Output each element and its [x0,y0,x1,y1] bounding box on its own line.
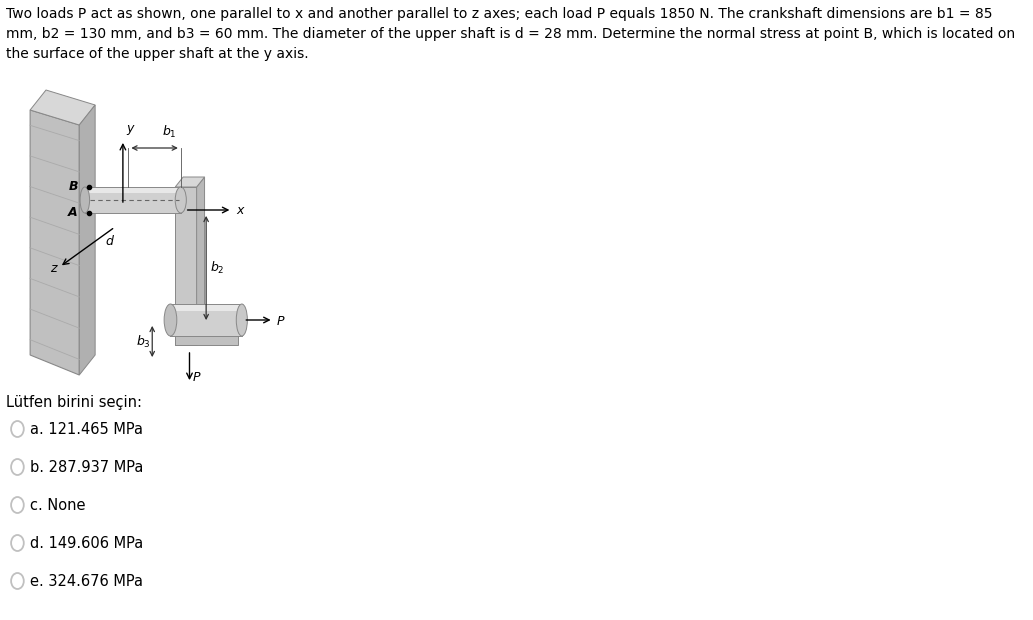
Polygon shape [196,177,205,345]
Text: z: z [50,262,57,275]
Polygon shape [176,323,238,345]
Ellipse shape [164,304,177,336]
Circle shape [11,497,24,513]
Text: b. 287.937 MPa: b. 287.937 MPa [30,459,144,474]
Text: A: A [67,206,77,219]
Text: $P$: $P$ [276,315,285,328]
Ellipse shape [237,304,247,336]
Text: $P$: $P$ [192,371,201,384]
Text: $b_3$: $b_3$ [136,334,151,350]
Text: $b_1$: $b_1$ [161,124,177,140]
Text: Lütfen birini seçin:: Lütfen birini seçin: [6,395,143,410]
Polygon shape [176,177,205,187]
Polygon shape [85,187,181,193]
Polygon shape [80,105,95,375]
Circle shape [11,535,24,551]
Text: c. None: c. None [30,497,86,513]
Text: $b_2$: $b_2$ [210,260,224,276]
Circle shape [11,573,24,589]
Circle shape [11,421,24,437]
Text: $d$: $d$ [105,234,116,248]
Text: a. 121.465 MPa: a. 121.465 MPa [30,422,144,436]
Polygon shape [176,187,196,345]
Ellipse shape [81,187,90,213]
Text: x: x [237,204,244,217]
Polygon shape [30,110,80,375]
Text: B: B [69,180,79,193]
Ellipse shape [176,187,186,213]
Polygon shape [170,304,242,336]
Text: Two loads P act as shown, one parallel to x and another parallel to z axes; each: Two loads P act as shown, one parallel t… [5,7,1014,61]
Text: d. 149.606 MPa: d. 149.606 MPa [30,536,144,551]
Text: e. 324.676 MPa: e. 324.676 MPa [30,574,144,588]
Polygon shape [170,304,242,311]
Circle shape [11,459,24,475]
Polygon shape [30,90,95,125]
Polygon shape [176,313,246,323]
Text: y: y [126,122,133,135]
Polygon shape [85,187,181,213]
